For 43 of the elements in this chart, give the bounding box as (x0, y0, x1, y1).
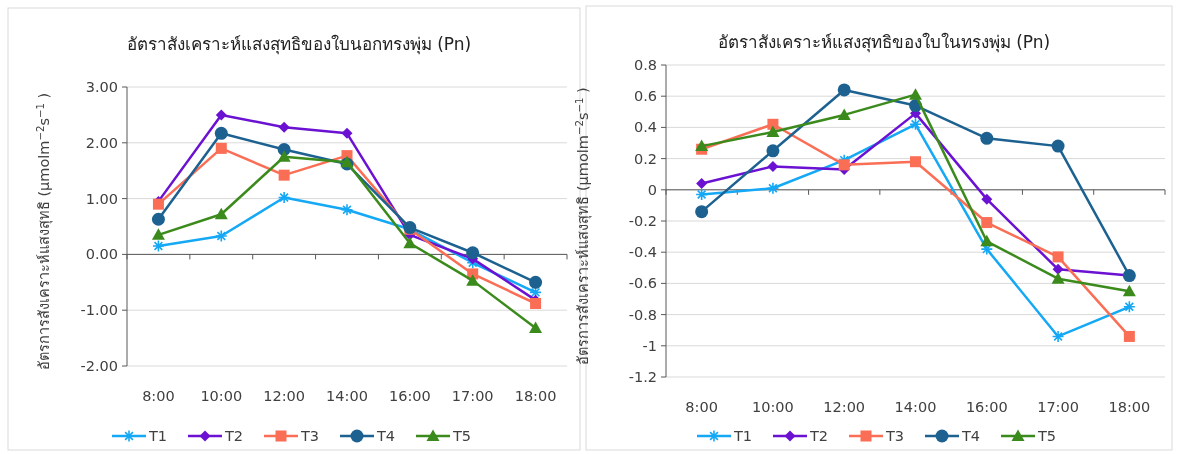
legend-label: T1 (733, 428, 753, 444)
legend-label: T4 (961, 428, 981, 444)
y-tick-label: -1 (642, 337, 657, 354)
y-tick-label: 0.4 (633, 119, 657, 136)
legend-label: T1 (148, 428, 168, 444)
x-tick-label: 8:00 (685, 399, 718, 415)
x-tick-label: 16:00 (965, 399, 1008, 415)
y-tick-label: -1.2 (628, 369, 657, 385)
y-tick-label: 0.00 (85, 246, 118, 263)
y-tick-label: 0.6 (633, 88, 657, 105)
y-tick-label: 3.00 (85, 79, 118, 95)
legend-label: T5 (1037, 428, 1057, 444)
y-tick-label: 1.00 (85, 190, 118, 207)
x-tick-label: 10:00 (200, 388, 243, 404)
y-tick-label: -2.00 (80, 358, 118, 374)
y-tick-label: -0.2 (628, 213, 657, 229)
x-tick-label: 14:00 (894, 399, 937, 415)
x-tick-label: 8:00 (142, 388, 175, 404)
y-tick-label: -0.8 (628, 306, 657, 323)
x-tick-label: 18:00 (1108, 399, 1151, 415)
legend-label: T2 (809, 428, 829, 444)
x-tick-label: 12:00 (263, 388, 306, 404)
y-tick-label: -0.4 (628, 244, 657, 261)
legend-label: T3 (885, 428, 905, 444)
x-tick-label: 17:00 (451, 388, 494, 404)
y-tick-label: 0.8 (633, 57, 657, 73)
legend-label: T3 (300, 428, 320, 444)
x-tick-label: 14:00 (326, 388, 368, 404)
y-tick-label: 2.00 (85, 134, 118, 151)
legend-label: T2 (224, 428, 244, 444)
x-tick-label: 12:00 (823, 399, 866, 415)
x-tick-label: 16:00 (388, 388, 431, 404)
chart-title: อัตราสังเคราะห์แสงสุทธิของใบนอกทรงพุ่ม (Pn) (126, 34, 472, 55)
chart-title: อัตราสังเคราะห์แสงสุทธิของใบในทรงพุ่ม (Pn) (717, 32, 1051, 53)
y-tick-label: -0.6 (628, 275, 657, 292)
legend-label: T4 (376, 428, 396, 444)
x-tick-label: 17:00 (1037, 399, 1079, 415)
legend-label: T5 (452, 428, 472, 444)
x-tick-label: 10:00 (752, 399, 794, 415)
y-tick-label: -1.00 (80, 302, 118, 319)
x-tick-label: 18:00 (514, 388, 557, 404)
y-tick-label: 0.2 (633, 150, 657, 167)
y-tick-label: 0 (647, 181, 657, 198)
